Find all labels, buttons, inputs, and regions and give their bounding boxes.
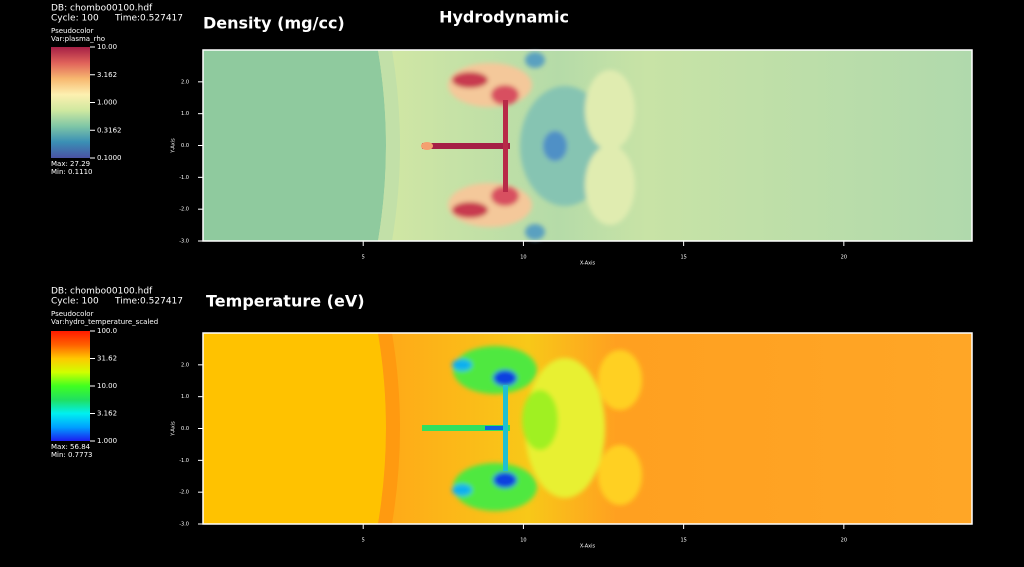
colorbar-tick-label: 10.00 bbox=[97, 382, 117, 390]
x-tick-label: 20 bbox=[841, 538, 847, 544]
legend-min: Min: 0.1110 bbox=[51, 168, 93, 176]
colorbar-tick-label: 0.1000 bbox=[97, 154, 122, 162]
x-axis-label: X-Axis bbox=[580, 261, 596, 267]
legend-var: Var:plasma_rho bbox=[51, 35, 105, 43]
legend-time: Time:0.527417 bbox=[114, 297, 183, 307]
legend-db: DB: chombo00100.hdf bbox=[51, 4, 153, 14]
y-tick-label: 0.0 bbox=[181, 143, 189, 149]
x-tick-label: 15 bbox=[680, 255, 686, 261]
legend-cycle: Cycle: 100 bbox=[51, 297, 99, 307]
colorbar-tick-label: 1.000 bbox=[97, 99, 117, 107]
legend-plot: Pseudocolor bbox=[51, 310, 94, 318]
colorbar bbox=[51, 331, 90, 441]
legend-var: Var:hydro_temperature_scaled bbox=[51, 318, 158, 326]
legend-max: Max: 27.29 bbox=[51, 160, 90, 168]
x-tick-label: 5 bbox=[362, 255, 365, 261]
colorbar-tick-label: 10.00 bbox=[97, 43, 117, 51]
colorbar-tick-label: 3.162 bbox=[97, 71, 117, 79]
plot-title: Temperature (eV) bbox=[206, 292, 365, 311]
y-tick-label: -1.0 bbox=[179, 458, 189, 464]
y-tick-label: 1.0 bbox=[181, 394, 189, 400]
colorbar-tick-label: 100.0 bbox=[97, 327, 117, 335]
legend-cycle: Cycle: 100 bbox=[51, 14, 99, 24]
legend-time: Time:0.527417 bbox=[114, 14, 183, 24]
colorbar bbox=[51, 47, 90, 158]
legend-db: DB: chombo00100.hdf bbox=[51, 287, 153, 297]
y-tick-label: -3.0 bbox=[179, 522, 189, 528]
window-title: Hydrodynamic bbox=[439, 8, 569, 27]
density-field bbox=[203, 50, 972, 241]
y-tick-label: -2.0 bbox=[179, 490, 189, 496]
legend-min: Min: 0.7773 bbox=[51, 451, 93, 459]
colorbar-tick-label: 3.162 bbox=[97, 410, 117, 418]
y-tick-label: -3.0 bbox=[179, 239, 189, 245]
x-tick-label: 10 bbox=[520, 255, 526, 261]
y-tick-label: 2.0 bbox=[181, 79, 189, 85]
colorbar-tick-label: 1.000 bbox=[97, 437, 117, 445]
y-tick-label: 2.0 bbox=[181, 362, 189, 368]
y-tick-label: 0.0 bbox=[181, 426, 189, 432]
plot-title: Density (mg/cc) bbox=[203, 14, 345, 33]
temperature-field bbox=[203, 333, 972, 524]
colorbar-tick-label: 31.62 bbox=[97, 355, 117, 363]
y-tick-label: 1.0 bbox=[181, 111, 189, 117]
x-axis-label: X-Axis bbox=[580, 544, 596, 550]
legend-max: Max: 56.84 bbox=[51, 443, 91, 451]
x-tick-label: 20 bbox=[841, 255, 847, 261]
legend-plot: Pseudocolor bbox=[51, 27, 94, 35]
y-axis-label: Y-Axis bbox=[171, 421, 177, 437]
y-tick-label: -2.0 bbox=[179, 207, 189, 213]
x-tick-label: 15 bbox=[680, 538, 686, 544]
y-axis-label: Y-Axis bbox=[171, 138, 177, 154]
colorbar-tick-label: 0.3162 bbox=[97, 126, 122, 134]
y-tick-label: -1.0 bbox=[179, 175, 189, 181]
x-tick-label: 10 bbox=[520, 538, 526, 544]
x-tick-label: 5 bbox=[362, 538, 365, 544]
